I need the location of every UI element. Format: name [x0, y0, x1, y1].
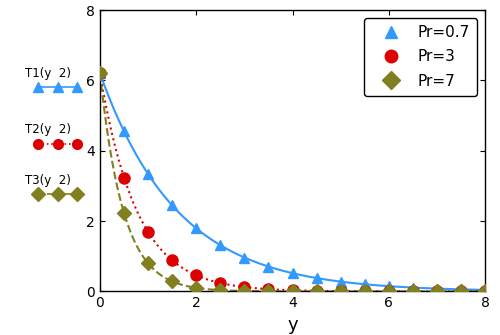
Text: T1(y  2): T1(y 2) [25, 67, 71, 80]
Legend: Pr=0.7, Pr=3, Pr=7: Pr=0.7, Pr=3, Pr=7 [364, 18, 478, 96]
Text: T2(y  2): T2(y 2) [25, 123, 71, 136]
Text: T3(y  2): T3(y 2) [25, 174, 71, 187]
X-axis label: y: y [287, 316, 298, 334]
